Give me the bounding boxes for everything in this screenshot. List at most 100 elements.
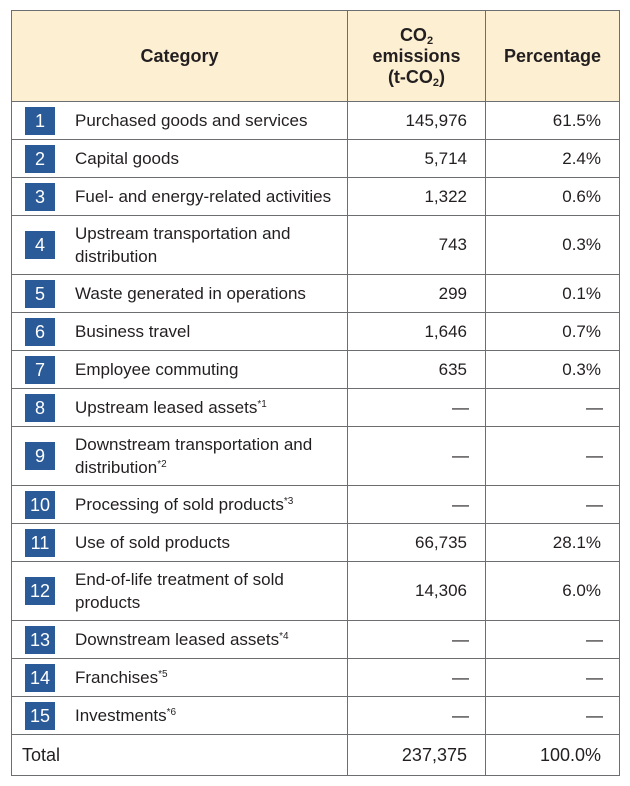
table-row: 2 Capital goods 5,714 2.4% xyxy=(11,139,620,178)
footnote-marker: *1 xyxy=(257,399,267,410)
category-label-text: Upstream transportation and distribution xyxy=(75,224,291,266)
category-number-badge: 8 xyxy=(25,393,55,422)
header-co2-subscript: 2 xyxy=(426,34,434,47)
footnote-marker: *4 xyxy=(279,631,289,642)
emissions-cell: — xyxy=(347,620,486,659)
category-number-badge: 4 xyxy=(25,231,55,259)
emissions-cell: 743 xyxy=(347,215,486,275)
footnote-marker: *6 xyxy=(166,707,177,718)
category-label: Business travel xyxy=(75,320,190,343)
category-cell: 12 End-of-life treatment of sold products xyxy=(11,561,348,621)
category-number-badge: 12 xyxy=(25,577,55,605)
emissions-table-container: Category CO2 emissions (t-CO2) Percentag… xyxy=(11,10,620,776)
category-label-text: Waste generated in operations xyxy=(75,284,306,303)
category-label: Capital goods xyxy=(75,147,179,170)
total-percentage: 100.0% xyxy=(485,734,620,776)
category-label: Downstream leased assets*4 xyxy=(75,628,289,651)
percentage-cell: 2.4% xyxy=(485,139,620,178)
category-cell: 5 Waste generated in operations xyxy=(11,274,348,313)
scope3-emissions-table: Category CO2 emissions (t-CO2) Percentag… xyxy=(11,10,620,776)
category-number-badge: 7 xyxy=(25,355,55,384)
category-number-badge: 11 xyxy=(25,528,55,557)
category-label: Waste generated in operations xyxy=(75,282,306,305)
header-unit-subscript: 2 xyxy=(432,76,440,89)
category-number-badge: 6 xyxy=(25,317,55,346)
category-label: Investments*6 xyxy=(75,704,176,727)
emissions-cell: 1,322 xyxy=(347,177,486,216)
category-number-badge: 10 xyxy=(25,490,55,519)
emissions-cell: 1,646 xyxy=(347,312,486,351)
category-number-badge: 2 xyxy=(25,144,55,173)
emissions-cell: 299 xyxy=(347,274,486,313)
category-number-badge: 14 xyxy=(25,663,55,692)
category-label-text: Employee commuting xyxy=(75,360,239,379)
emissions-cell: 14,306 xyxy=(347,561,486,621)
emissions-cell: — xyxy=(347,485,486,524)
table-row: 13 Downstream leased assets*4 — — xyxy=(11,620,620,659)
category-label-text: Downstream transportation and distributi… xyxy=(75,435,313,477)
category-label: Employee commuting xyxy=(75,358,238,381)
emissions-cell: 635 xyxy=(347,350,486,389)
category-number-badge: 3 xyxy=(25,182,55,211)
category-label-text: Processing of sold products xyxy=(75,495,284,514)
category-cell: 8 Upstream leased assets*1 xyxy=(11,388,348,427)
category-cell: 7 Employee commuting xyxy=(11,350,348,389)
category-label: Downstream transportation and distributi… xyxy=(75,433,347,479)
header-co2-emissions: CO2 emissions (t-CO2) xyxy=(347,10,486,102)
category-label: Fuel- and energy-related activities xyxy=(75,185,331,208)
category-number-badge: 9 xyxy=(25,442,55,470)
category-label: Processing of sold products*3 xyxy=(75,493,293,516)
table-row: 1 Purchased goods and services 145,976 61.5… xyxy=(11,101,620,140)
table-row: 11 Use of sold products 66,735 28.1% xyxy=(11,523,620,562)
category-cell: 6 Business travel xyxy=(11,312,348,351)
category-number-badge: 1 xyxy=(25,106,55,135)
percentage-cell: — xyxy=(485,696,620,735)
header-emissions-text: emissions xyxy=(372,45,461,66)
category-cell: 3 Fuel- and energy-related activities xyxy=(11,177,348,216)
table-row: 4 Upstream transportation and distributio… xyxy=(11,215,620,275)
category-cell: 13 Downstream leased assets*4 xyxy=(11,620,348,659)
table-header-row: Category CO2 emissions (t-CO2) Percentag… xyxy=(11,10,620,102)
header-co2-text: CO xyxy=(399,24,427,45)
category-label-text: Investments xyxy=(75,706,167,725)
category-label-text: Upstream leased assets xyxy=(75,398,258,417)
table-row: 6 Business travel 1,646 0.7% xyxy=(11,312,620,351)
category-label-text: Business travel xyxy=(75,322,191,341)
percentage-cell: — xyxy=(485,658,620,697)
footnote-marker: *3 xyxy=(283,496,294,507)
category-cell: 15 Investments*6 xyxy=(11,696,348,735)
percentage-cell: 0.3% xyxy=(485,350,620,389)
percentage-cell: 6.0% xyxy=(485,561,620,621)
category-cell: 9 Downstream transportation and distribut… xyxy=(11,426,348,486)
category-number-badge: 13 xyxy=(25,625,55,654)
percentage-cell: — xyxy=(485,388,620,427)
table-row: 12 End-of-life treatment of sold products… xyxy=(11,561,620,621)
table-row: 10 Processing of sold products*3 — — xyxy=(11,485,620,524)
category-label: Upstream transportation and distribution xyxy=(75,222,347,268)
percentage-cell: 0.1% xyxy=(485,274,620,313)
table-row: 9 Downstream transportation and distribut… xyxy=(11,426,620,486)
category-cell: 11 Use of sold products xyxy=(11,523,348,562)
category-label-text: Capital goods xyxy=(75,149,179,168)
category-cell: 10 Processing of sold products*3 xyxy=(11,485,348,524)
percentage-cell: 61.5% xyxy=(485,101,620,140)
table-row: 3 Fuel- and energy-related activities 1,32… xyxy=(11,177,620,216)
emissions-cell: 5,714 xyxy=(347,139,486,178)
category-number-badge: 15 xyxy=(25,701,55,730)
category-cell: 4 Upstream transportation and distributio… xyxy=(11,215,348,275)
emissions-cell: — xyxy=(347,388,486,427)
category-cell: 2 Capital goods xyxy=(11,139,348,178)
table-row: 7 Employee commuting 635 0.3% xyxy=(11,350,620,389)
category-label-text: Franchises xyxy=(75,668,159,687)
header-unit-prefix: (t-CO xyxy=(387,66,433,87)
category-label-text: Downstream leased assets xyxy=(75,630,280,649)
percentage-cell: — xyxy=(485,485,620,524)
percentage-cell: 0.3% xyxy=(485,215,620,275)
category-label: Upstream leased assets*1 xyxy=(75,396,267,419)
emissions-cell: 66,735 xyxy=(347,523,486,562)
percentage-cell: 28.1% xyxy=(485,523,620,562)
table-row: 14 Franchises*5 — — xyxy=(11,658,620,697)
category-label: End-of-life treatment of sold products xyxy=(75,568,347,614)
category-label-text: Use of sold products xyxy=(75,533,230,552)
category-label: Use of sold products xyxy=(75,531,230,554)
